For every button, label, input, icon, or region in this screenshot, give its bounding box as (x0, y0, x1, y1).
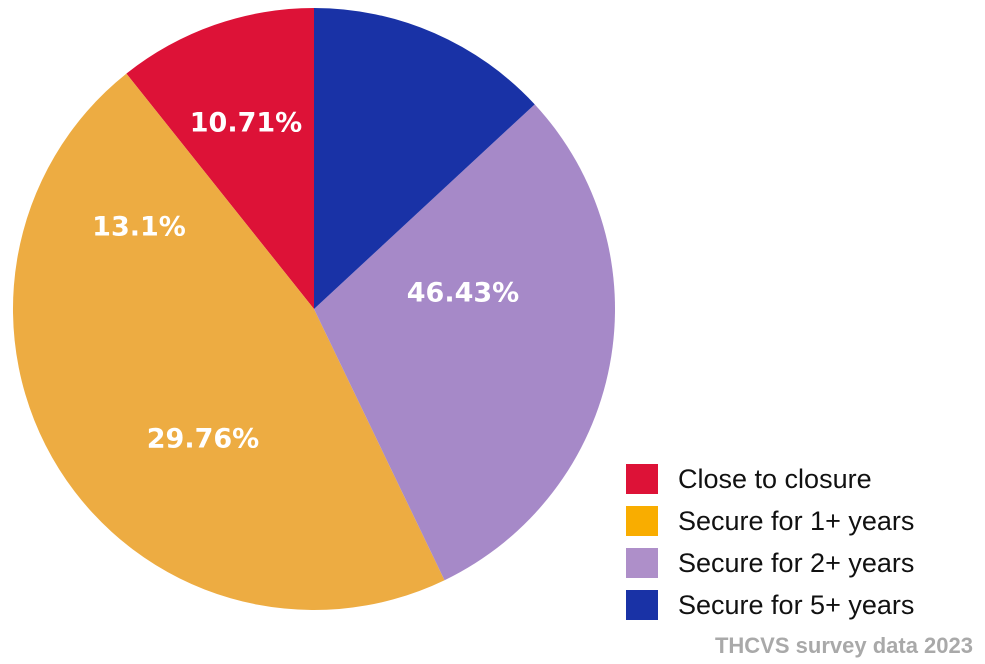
pie-slice-secure-for-2-years (314, 104, 616, 581)
legend-item-secure-5-years: Secure for 5+ years (626, 584, 981, 626)
legend-label: Close to closure (678, 463, 872, 494)
legend-label: Secure for 2+ years (678, 547, 915, 578)
legend-item-secure-1-years: Secure for 1+ years (626, 500, 981, 542)
legend-item-secure-2-years: Secure for 2+ years (626, 542, 981, 584)
legend-swatch (626, 590, 658, 620)
slice-value-label: 13.1% (92, 212, 186, 243)
legend-label: Secure for 5+ years (678, 589, 915, 620)
slice-value-label: 29.76% (147, 424, 259, 455)
pie-slice-secure-for-5-years (314, 8, 535, 309)
legend-swatch (626, 548, 658, 578)
legend-swatch (626, 464, 658, 494)
pie-slice-secure-for-1-years (12, 73, 445, 611)
legend-item-close-to-closure: Close to closure (626, 458, 981, 500)
legend: Close to closure Secure for 1+ years Sec… (626, 458, 981, 626)
slice-value-label: 46.43% (407, 278, 519, 309)
pie-slice-labels: 10.71% 46.43% 29.76% 13.1% (92, 108, 519, 455)
pie-slice-close-to-closure (126, 8, 314, 309)
pie-slices (12, 8, 616, 611)
legend-swatch (626, 506, 658, 536)
source-note: THCVS survey data 2023 (714, 633, 973, 658)
slice-value-label: 10.71% (190, 108, 302, 139)
legend-label: Secure for 1+ years (678, 505, 915, 536)
